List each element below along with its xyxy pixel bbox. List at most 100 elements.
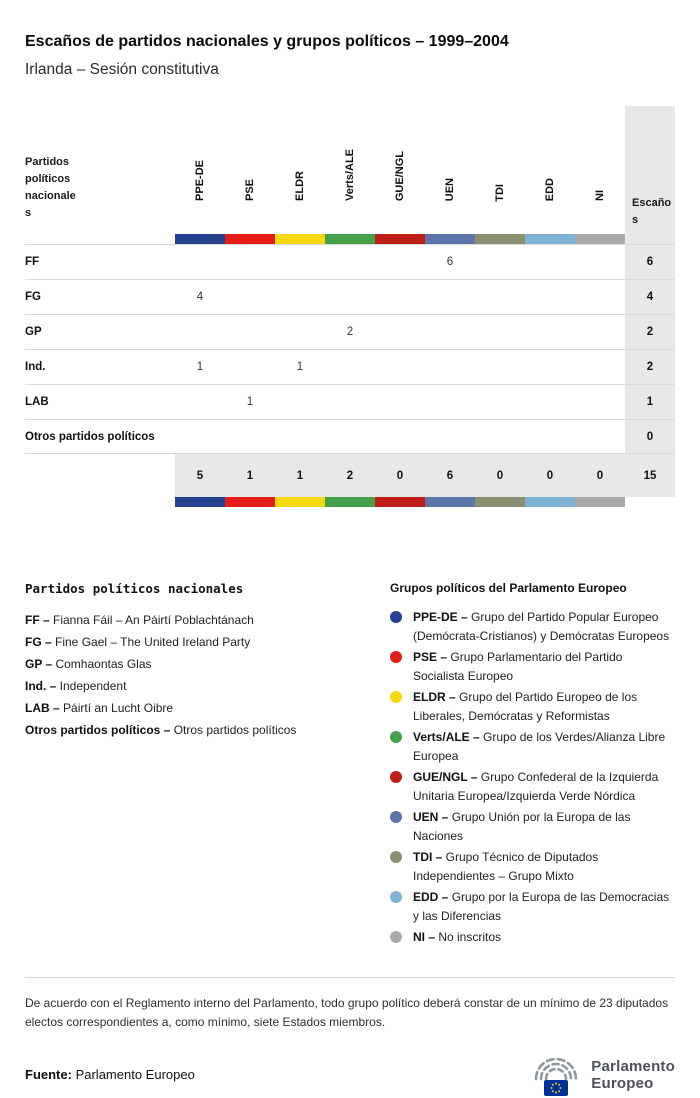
column-total-cell: 1 (275, 454, 325, 498)
group-color-dot (390, 851, 402, 864)
seat-cell: 2 (325, 314, 375, 349)
row-total-cell: 6 (625, 244, 675, 280)
group-column-header-label: ELDR (294, 171, 306, 202)
seat-cell (225, 279, 275, 314)
group-color-dot (390, 771, 402, 784)
group-column-header: EDD (525, 106, 575, 234)
column-total-cell: 0 (525, 454, 575, 498)
group-color-bar (475, 234, 525, 245)
seat-cell (475, 349, 525, 384)
row-total-cell: 4 (625, 279, 675, 315)
column-total-cell: 5 (175, 454, 225, 498)
group-legend-item: PSE – Grupo Parlamentario del Partido So… (390, 648, 675, 686)
party-row-label: Otros partidos políticos (25, 419, 175, 455)
row-total-cell: 2 (625, 314, 675, 350)
spacer-cell (25, 234, 175, 244)
group-color-bar (225, 234, 275, 245)
spacer-cell (625, 234, 675, 245)
group-color-bar (375, 234, 425, 245)
source-label: Fuente: (25, 1067, 72, 1083)
row-total-cell: 0 (625, 419, 675, 455)
grand-total-cell: 15 (625, 454, 675, 498)
group-color-dot (390, 891, 402, 904)
seat-cell: 6 (425, 244, 475, 279)
group-column-header: TDI (475, 106, 525, 234)
ep-logo-line1: Parlamento (591, 1057, 675, 1075)
seat-cell (425, 314, 475, 349)
seat-cell (175, 314, 225, 349)
page-subtitle: Irlanda – Sesión constitutiva (25, 61, 219, 79)
group-color-bar (175, 497, 225, 508)
group-column-header-label: GUE/NGL (394, 151, 406, 202)
seat-cell (325, 384, 375, 419)
national-parties-list: FF – Fianna Fáil – An Páirtí Poblachtána… (25, 609, 390, 741)
group-column-header-label: Verts/ALE (344, 149, 356, 202)
group-column-header: PSE (225, 106, 275, 234)
group-color-bar (425, 497, 475, 508)
seat-cell (425, 349, 475, 384)
group-column-header-label: PPE-DE (194, 160, 206, 202)
group-color-bar (525, 497, 575, 508)
seat-cell (425, 419, 475, 455)
row-total-cell: 1 (625, 384, 675, 420)
political-groups-legend: Grupos políticos del Parlamento Europeo … (390, 581, 675, 949)
party-row-label: Ind. (25, 349, 175, 384)
seat-cell (575, 384, 625, 419)
divider (25, 977, 675, 979)
group-color-dot (390, 811, 402, 824)
seat-cell (375, 349, 425, 384)
seat-cell (325, 349, 375, 384)
group-color-bar (275, 497, 325, 508)
seat-cell (325, 279, 375, 314)
seat-cell (525, 384, 575, 419)
group-color-bar (375, 497, 425, 508)
party-row-label: GP (25, 314, 175, 349)
group-legend-item: GUE/NGL – Grupo Confederal de la Izquier… (390, 768, 675, 806)
note-text: De acuerdo con el Reglamento interno del… (25, 996, 669, 1030)
seat-cell (575, 349, 625, 384)
seat-cell (225, 349, 275, 384)
spacer-cell (25, 497, 175, 507)
seat-cell (525, 314, 575, 349)
group-column-header-label: UEN (444, 178, 456, 202)
seat-cell (525, 419, 575, 455)
seat-cell (475, 419, 525, 455)
group-column-header-label: PSE (244, 179, 256, 202)
seat-cell (375, 419, 425, 455)
seat-cell: 1 (175, 349, 225, 384)
eu-flag-icon (544, 1079, 569, 1096)
group-color-bar (325, 234, 375, 245)
table-corner-label: Partidos políticos nacionales (25, 156, 76, 220)
party-legend-item: GP – Comhaontas Glas (25, 657, 152, 672)
row-total-cell: 2 (625, 349, 675, 385)
seat-cell (275, 419, 325, 455)
group-column-header: PPE-DE (175, 106, 225, 234)
seat-cell (175, 419, 225, 455)
group-column-header: Verts/ALE (325, 106, 375, 234)
seat-cell (525, 244, 575, 279)
group-color-bar (475, 497, 525, 508)
column-total-cell: 2 (325, 454, 375, 498)
seat-cell (325, 244, 375, 279)
group-column-header-label: TDI (494, 183, 506, 202)
seat-cell (225, 244, 275, 279)
group-column-header: UEN (425, 106, 475, 234)
seat-cell (575, 419, 625, 455)
seat-cell (375, 244, 425, 279)
ep-logo-text: Parlamento Europeo (591, 1058, 675, 1092)
seat-cell (275, 384, 325, 419)
seat-cell (575, 244, 625, 279)
group-color-dot (390, 731, 402, 744)
group-column-header: NI (575, 106, 625, 234)
seat-cell (475, 314, 525, 349)
seat-cell (575, 279, 625, 314)
seat-cell: 4 (175, 279, 225, 314)
group-color-bar (325, 497, 375, 508)
column-total-cell: 0 (475, 454, 525, 498)
group-color-dot (390, 931, 402, 944)
source-value: Parlamento Europeo (75, 1067, 195, 1083)
political-groups-list: PPE-DE – Grupo del Partido Popular Europ… (390, 608, 675, 947)
legends: Partidos políticos nacionales FF – Fiann… (25, 581, 675, 949)
party-row-label: LAB (25, 384, 175, 419)
